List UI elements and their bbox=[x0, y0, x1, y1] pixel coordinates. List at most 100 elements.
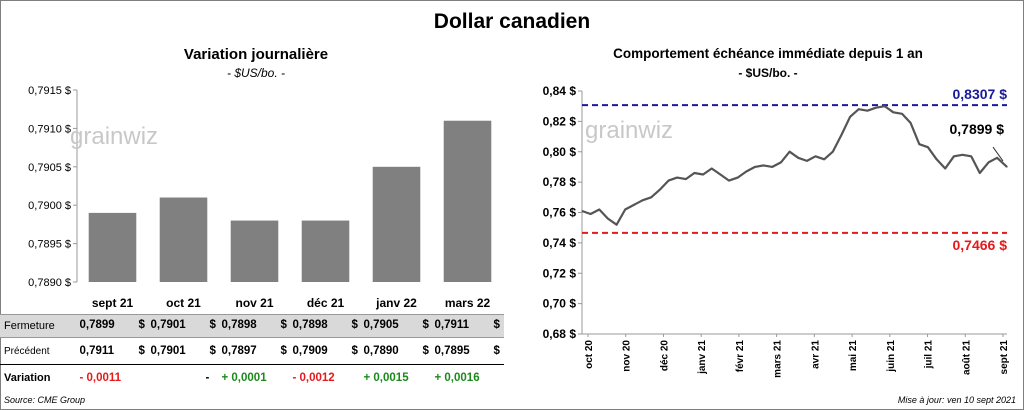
right-x-tick-label: janv 21 bbox=[697, 340, 708, 375]
price-point bbox=[935, 158, 938, 160]
fermeture-value: 0,7898 bbox=[221, 319, 257, 331]
price-point bbox=[892, 111, 894, 113]
left-watermark: grainwiz bbox=[70, 123, 158, 150]
right-x-tick-label: oct 20 bbox=[584, 340, 595, 369]
left-bar bbox=[443, 120, 492, 282]
precedent-currency: $ bbox=[493, 345, 500, 357]
fermeture-value: 0,7899 bbox=[79, 319, 115, 331]
fermeture-value: 0,7901 bbox=[150, 319, 186, 331]
right-x-tick-label: févr 21 bbox=[735, 340, 746, 373]
price-point bbox=[659, 189, 661, 191]
price-point bbox=[667, 180, 670, 182]
price-point bbox=[633, 204, 635, 206]
price-point bbox=[901, 113, 903, 115]
variation-value: - 0,0012 bbox=[292, 372, 335, 384]
precedent-currency: $ bbox=[422, 345, 429, 357]
price-point bbox=[763, 164, 765, 167]
price-point bbox=[754, 166, 756, 168]
table-divider bbox=[0, 364, 504, 365]
price-point bbox=[676, 176, 678, 179]
right-x-tick-label: sept 21 bbox=[999, 340, 1010, 375]
price-point bbox=[806, 160, 808, 162]
price-point bbox=[719, 173, 721, 176]
left-y-tick-label: 0,7890 $ bbox=[28, 277, 71, 289]
price-point bbox=[884, 105, 886, 107]
right-y-tick-label: 0,84 $ bbox=[543, 84, 577, 98]
right-y-tick-label: 0,76 $ bbox=[543, 206, 577, 220]
price-point bbox=[607, 217, 609, 220]
right-x-tick-label: déc 20 bbox=[659, 340, 670, 372]
price-point bbox=[970, 155, 972, 157]
right-y-tick-label: 0,82 $ bbox=[543, 114, 577, 128]
price-point bbox=[650, 196, 652, 198]
left-category-label: mars 22 bbox=[445, 296, 491, 310]
precedent-value: 0,7911 bbox=[79, 345, 115, 357]
left-y-tick-label: 0,7900 $ bbox=[28, 200, 71, 212]
price-point bbox=[641, 199, 644, 201]
left-y-tick-label: 0,7910 $ bbox=[28, 123, 71, 135]
fermeture-row-band bbox=[0, 314, 504, 338]
source-note: Source: CME Group bbox=[4, 395, 86, 405]
variation-label: Variation bbox=[4, 372, 51, 384]
price-point bbox=[849, 116, 851, 118]
precedent-value: 0,7909 bbox=[292, 345, 328, 357]
left-chart-subtitle: - $US/bo. - bbox=[226, 66, 286, 80]
price-point bbox=[961, 154, 964, 156]
left-bar bbox=[88, 212, 137, 282]
left-category-label: sept 21 bbox=[92, 296, 134, 310]
right-y-tick-label: 0,70 $ bbox=[543, 297, 577, 311]
precedent-currency: $ bbox=[138, 345, 145, 357]
precedent-value: 0,7890 bbox=[363, 345, 399, 357]
fermeture-value: 0,7898 bbox=[292, 319, 328, 331]
right-y-tick-label: 0,68 $ bbox=[543, 327, 577, 341]
price-point bbox=[624, 208, 626, 211]
right-y-tick-label: 0,78 $ bbox=[543, 175, 577, 189]
fermeture-currency: $ bbox=[280, 319, 287, 331]
variation-value: - bbox=[205, 372, 210, 384]
right-x-tick-label: avr 21 bbox=[810, 340, 821, 369]
left-bar bbox=[301, 220, 350, 282]
left-y-tick-label: 0,7905 $ bbox=[28, 162, 71, 174]
left-y-tick-label: 0,7915 $ bbox=[28, 85, 71, 97]
price-point bbox=[875, 107, 877, 109]
right-x-tick-label: nov 20 bbox=[622, 340, 633, 372]
price-point bbox=[788, 151, 791, 153]
right-chart-subtitle: - $US/bo. - bbox=[738, 66, 798, 80]
price-point bbox=[927, 146, 929, 148]
price-point bbox=[979, 172, 981, 174]
left-bar-chart: 0,7890 $ 0,7895 $ 0,7900 $ 0,7905 $ 0,7910 $… bbox=[28, 85, 492, 310]
high-label: 0,8307 $ bbox=[953, 86, 1008, 102]
right-y-tick-label: 0,74 $ bbox=[543, 236, 577, 250]
price-point bbox=[728, 180, 730, 182]
price-point bbox=[615, 224, 618, 226]
variation-value: - 0,0011 bbox=[79, 372, 122, 384]
price-point bbox=[797, 157, 799, 159]
fermeture-currency: $ bbox=[351, 319, 358, 331]
right-chart-title: Comportement échéance immédiate depuis 1… bbox=[613, 46, 923, 61]
last-value-pointer bbox=[992, 146, 1004, 162]
price-point bbox=[711, 167, 713, 170]
price-point bbox=[823, 158, 825, 160]
price-point bbox=[953, 155, 955, 157]
price-series-line bbox=[581, 105, 1008, 226]
price-point bbox=[840, 134, 843, 136]
left-bar bbox=[159, 197, 208, 282]
last-value-label: 0,7899 $ bbox=[950, 121, 1005, 137]
price-point bbox=[780, 161, 782, 163]
fermeture-value: 0,7905 bbox=[363, 319, 399, 331]
price-point bbox=[944, 167, 946, 170]
precedent-value: 0,7895 bbox=[434, 345, 470, 357]
price-point bbox=[1006, 166, 1008, 168]
price-point bbox=[702, 173, 704, 176]
left-bar bbox=[372, 166, 421, 282]
price-point bbox=[987, 161, 990, 163]
price-point bbox=[771, 166, 773, 168]
right-x-tick-label: juil 21 bbox=[924, 340, 935, 370]
left-chart-title: Variation journalière bbox=[183, 46, 329, 63]
price-point bbox=[693, 172, 696, 174]
variation-value: + 0,0015 bbox=[363, 372, 409, 384]
left-category-label: janv 22 bbox=[375, 296, 417, 310]
update-note: Mise à jour: ven 10 sept 2021 bbox=[897, 395, 1016, 405]
price-point bbox=[832, 151, 834, 153]
